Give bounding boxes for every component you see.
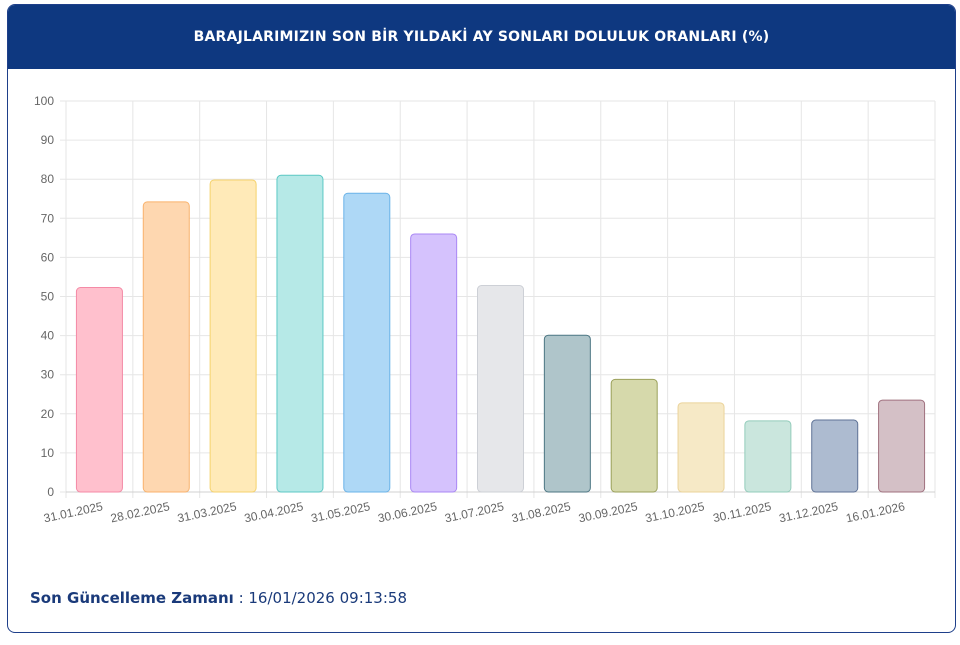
x-tick-label: 31.07.2025 [443, 499, 505, 525]
x-tick-label: 31.08.2025 [510, 499, 572, 525]
chart-title: BARAJLARIMIZIN SON BİR YILDAKİ AY SONLAR… [193, 29, 770, 45]
x-tick-label: 31.12.2025 [778, 499, 840, 525]
y-tick-label: 50 [41, 290, 55, 304]
last-update-label: Son Güncelleme Zamanı [30, 589, 234, 607]
bar [477, 285, 524, 493]
bar [75, 287, 123, 493]
x-tick-label: 30.04.2025 [243, 499, 305, 525]
card-header: BARAJLARIMIZIN SON BİR YILDAKİ AY SONLAR… [8, 5, 955, 69]
x-tick-label: 31.01.2025 [42, 499, 104, 525]
last-update-value: 16/01/2026 09:13:58 [248, 589, 407, 607]
x-tick-label: 30.11.2025 [712, 499, 773, 525]
y-tick-label: 0 [47, 485, 54, 499]
x-tick-label: 30.06.2025 [377, 499, 439, 525]
last-update: Son Güncelleme Zamanı : 16/01/2026 09:13… [30, 589, 407, 607]
y-tick-label: 80 [41, 172, 55, 186]
x-tick-label: 31.05.2025 [310, 499, 372, 525]
y-tick-label: 70 [41, 211, 55, 225]
bar [209, 179, 257, 493]
x-tick-label: 31.03.2025 [176, 499, 238, 525]
bar-chart: 0 10 20 30 40 50 60 70 80 90 100 31.01.2025 28.02.20… [34, 94, 936, 525]
bar [543, 334, 591, 493]
y-tick-label: 30 [41, 368, 55, 382]
bar [410, 233, 458, 493]
chart-card: BARAJLARIMIZIN SON BİR YILDAKİ AY SONLAR… [7, 4, 956, 633]
y-tick-label: 60 [41, 250, 55, 264]
y-tick-label: 40 [41, 329, 55, 343]
bar [276, 174, 324, 493]
bar [610, 378, 658, 493]
last-update-separator: : [233, 589, 249, 607]
bar [677, 402, 725, 493]
bar [811, 419, 859, 493]
y-tick-label: 10 [41, 446, 55, 460]
x-tick-label: 16.01.2026 [845, 499, 907, 525]
y-tick-label: 100 [34, 94, 54, 108]
bar [343, 192, 391, 493]
bar [744, 420, 792, 493]
y-tick-label: 20 [41, 407, 55, 421]
bar [878, 399, 926, 493]
x-tick-label: 28.02.2025 [109, 499, 171, 525]
y-tick-label: 90 [41, 133, 55, 147]
bar [142, 201, 190, 493]
x-tick-label: 31.10.2025 [644, 499, 706, 525]
x-tick-label: 30.09.2025 [577, 499, 639, 525]
